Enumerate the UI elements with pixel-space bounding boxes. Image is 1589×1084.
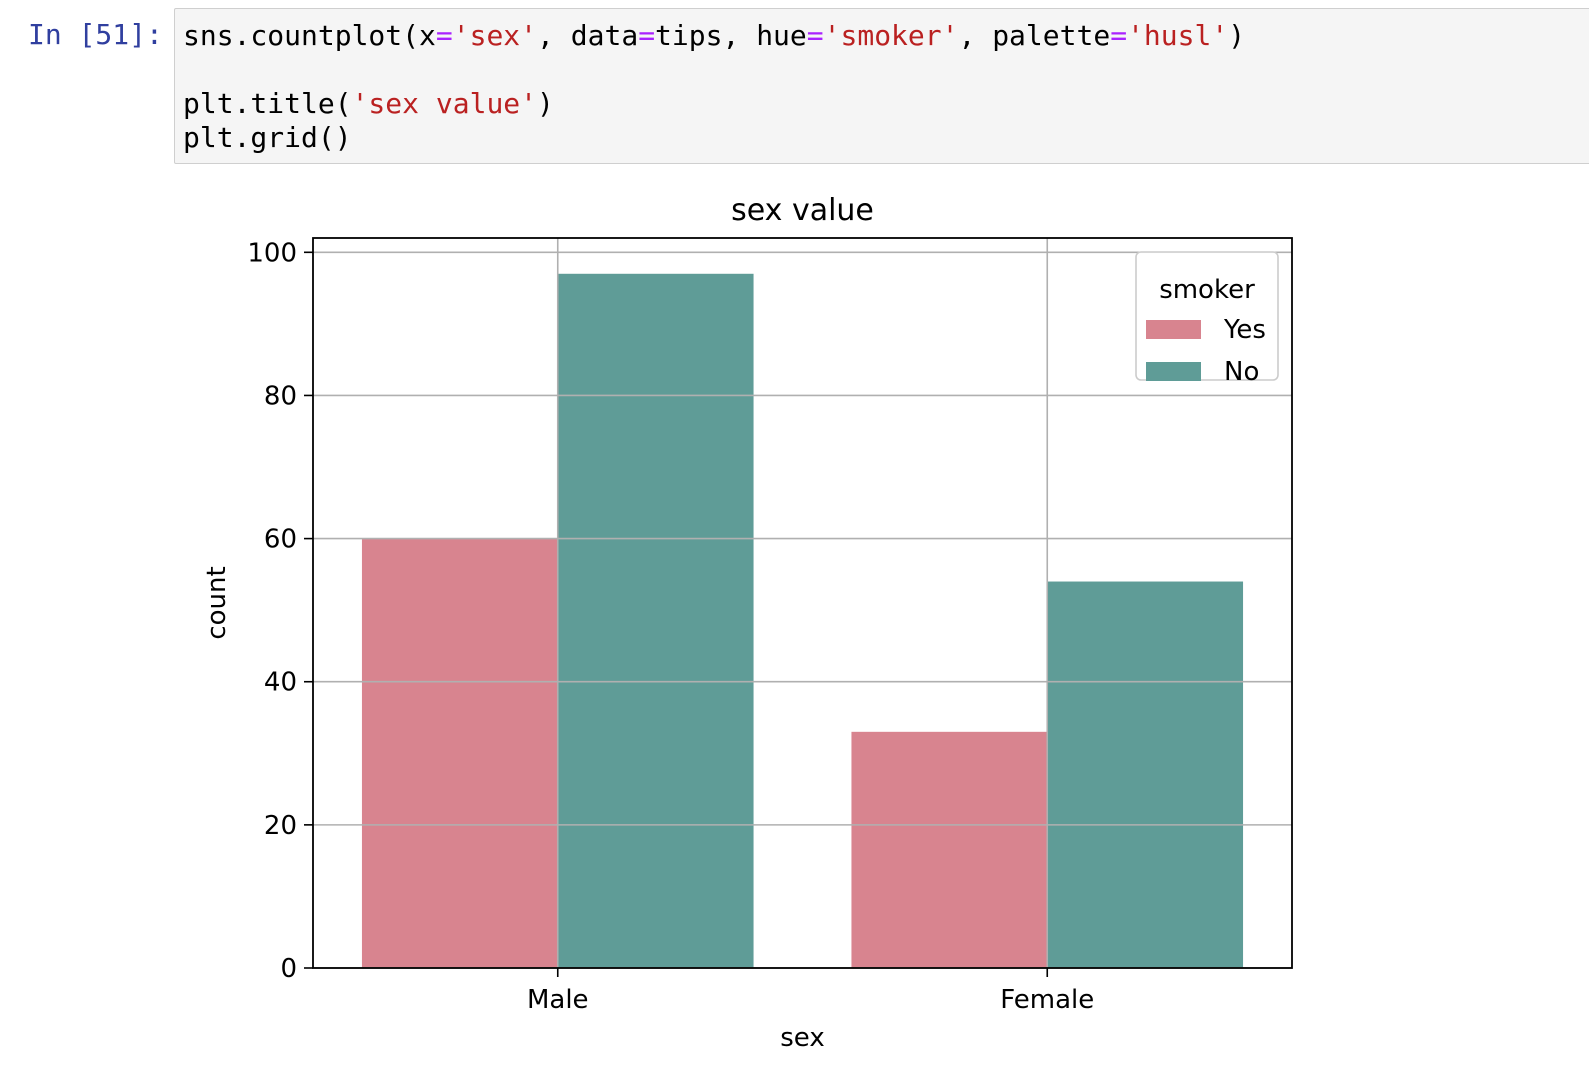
code-token: sns.countplot(x bbox=[183, 19, 436, 52]
y-tick-label: 0 bbox=[280, 954, 297, 984]
code-token: 'smoker' bbox=[823, 19, 959, 52]
x-tick-label: Male bbox=[527, 985, 589, 1015]
code-cell-editor[interactable]: sns.countplot(x='sex', data=tips, hue='s… bbox=[174, 8, 1589, 164]
legend-box bbox=[1135, 251, 1279, 381]
code-token: 'sex value' bbox=[351, 87, 538, 120]
y-tick-label: 40 bbox=[264, 668, 297, 698]
legend-label-yes: Yes bbox=[1223, 315, 1266, 345]
y-tick-label: 20 bbox=[264, 811, 297, 841]
output-chart: 0 20 40 60 80 100 Male Female sex count sex value s… bbox=[0, 170, 1589, 1080]
countplot-svg: 0 20 40 60 80 100 Male Female sex count sex value s… bbox=[202, 193, 1293, 1053]
code-token: , data bbox=[537, 19, 639, 52]
code-token: tips, hue bbox=[655, 19, 807, 52]
bar-yes-male bbox=[361, 538, 558, 968]
legend-swatch-no bbox=[1146, 362, 1201, 381]
plot-frame bbox=[312, 237, 1293, 969]
code-token: = bbox=[435, 19, 453, 52]
bar-no-male bbox=[557, 273, 754, 968]
bar-yes-female bbox=[851, 731, 1048, 968]
legend-label-no: No bbox=[1224, 357, 1259, 387]
code-token: , palette bbox=[958, 19, 1111, 52]
code-line-4: plt.grid() bbox=[183, 121, 352, 155]
y-tick-label: 100 bbox=[247, 238, 297, 268]
code-token: = bbox=[638, 19, 656, 52]
code-token: 'husl' bbox=[1127, 19, 1229, 52]
code-line-1: sns.countplot(x='sex', data=tips, hue='s… bbox=[183, 19, 1245, 53]
legend-title: smoker bbox=[1159, 275, 1255, 305]
code-token: ) bbox=[1228, 19, 1246, 52]
cell-prompt: In [51]: bbox=[28, 18, 163, 51]
y-tick-label: 80 bbox=[264, 381, 297, 411]
code-token: = bbox=[1110, 19, 1128, 52]
x-axis-label: sex bbox=[780, 1023, 824, 1053]
code-token: plt.title( bbox=[183, 87, 352, 120]
code-token: 'sex' bbox=[452, 19, 538, 52]
code-token: ) bbox=[537, 87, 554, 120]
code-token: plt.grid() bbox=[183, 121, 352, 154]
y-tick-label: 60 bbox=[264, 525, 297, 555]
bar-no-female bbox=[1047, 581, 1244, 968]
x-tick-label: Female bbox=[1000, 985, 1094, 1015]
chart-title: sex value bbox=[731, 193, 874, 228]
y-axis-label: count bbox=[202, 566, 232, 639]
code-line-3: plt.title('sex value') bbox=[183, 87, 554, 121]
legend-swatch-yes bbox=[1146, 320, 1201, 339]
code-token: = bbox=[806, 19, 824, 52]
